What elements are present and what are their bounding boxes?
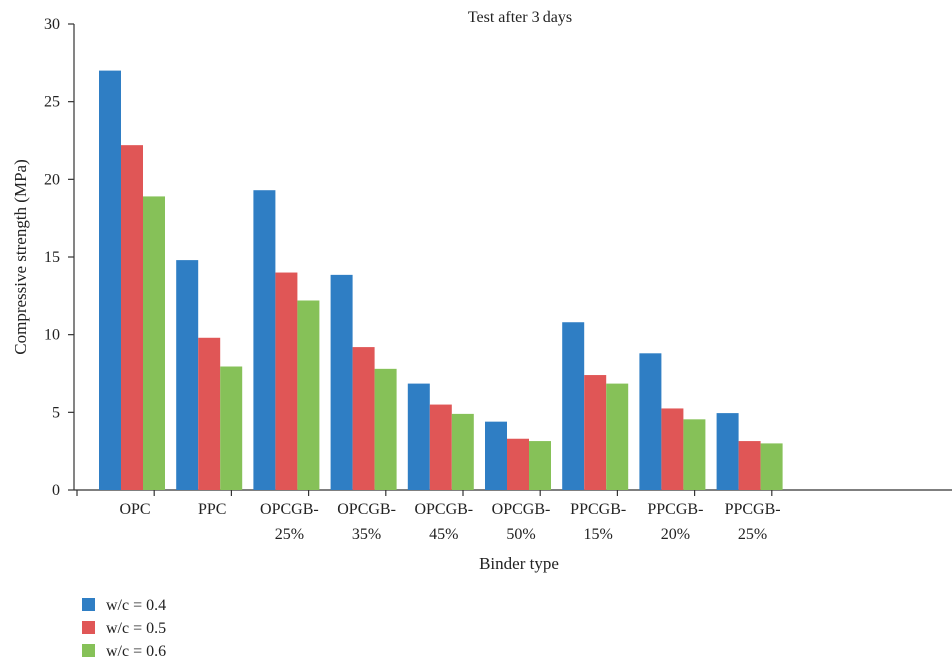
- x-tick-label: 20%: [661, 526, 690, 543]
- bars: [99, 70, 783, 491]
- x-tick-label: 15%: [584, 526, 613, 543]
- x-tick-label: OPCGB-: [260, 501, 319, 518]
- y-tick-label: 15: [44, 249, 60, 266]
- x-axis: [74, 489, 952, 496]
- bar-1-8: [639, 353, 662, 490]
- x-tick-label: PPCGB-: [647, 501, 703, 518]
- bar-1-5: [407, 383, 430, 490]
- x-tick-labels: OPC PPC OPCGB- 25% OPCGB- 35% OPCGB- 45% OPCGB- 5…: [119, 501, 780, 543]
- bar-1-7: [562, 322, 585, 490]
- bar-2-7: [584, 375, 607, 490]
- bar-1-3: [253, 190, 276, 490]
- y-axis: 0 5 10 15 20 25 30: [44, 16, 75, 499]
- y-tick-label: 10: [44, 327, 60, 344]
- x-axis-title: Binder type: [479, 554, 559, 573]
- legend-label-1: w/c = 0.4: [106, 597, 166, 614]
- bar-2-3: [275, 272, 298, 490]
- bar-1-2: [176, 260, 199, 490]
- x-tick-label: 50%: [506, 526, 535, 543]
- x-tick-label: 25%: [738, 526, 767, 543]
- bar-3-3: [297, 300, 320, 490]
- bar-3-7: [606, 383, 629, 490]
- bar-2-9: [738, 441, 761, 490]
- x-tick-label: PPCGB-: [570, 501, 626, 518]
- legend: w/c = 0.4 w/c = 0.5 w/c = 0.6: [82, 597, 166, 660]
- x-tick-label: OPC: [119, 501, 150, 518]
- x-tick-label: OPCGB-: [414, 501, 473, 518]
- chart-title: Test after 3 days: [468, 9, 572, 26]
- bar-2-8: [661, 408, 684, 490]
- bar-3-6: [529, 441, 551, 490]
- bar-2-5: [429, 404, 452, 490]
- bar-1-4: [330, 274, 353, 490]
- legend-swatch-2: [82, 621, 95, 634]
- bar-3-4: [374, 368, 397, 490]
- y-axis-title: Compressive strength (MPa): [11, 159, 30, 354]
- legend-swatch-3: [82, 644, 95, 657]
- x-tick-label: 25%: [275, 526, 304, 543]
- bar-2-4: [352, 347, 375, 490]
- legend-label-2: w/c = 0.5: [106, 620, 166, 637]
- x-tick-label: OPCGB-: [492, 501, 551, 518]
- x-tick-label: PPCGB-: [725, 501, 781, 518]
- y-tick-label: 5: [52, 404, 60, 421]
- bar-2-1: [121, 145, 143, 490]
- x-tick-label: 45%: [429, 526, 458, 543]
- bar-3-8: [683, 419, 706, 490]
- bar-1-6: [485, 421, 507, 490]
- legend-label-3: w/c = 0.6: [106, 643, 166, 660]
- bar-1-9: [716, 413, 739, 490]
- bar-3-5: [451, 413, 474, 490]
- y-tick-label: 30: [44, 16, 60, 33]
- x-tick-label: OPCGB-: [337, 501, 396, 518]
- bar-3-1: [143, 196, 165, 491]
- legend-swatch-1: [82, 598, 95, 611]
- bar-2-6: [507, 438, 529, 490]
- bar-2-2: [198, 337, 221, 490]
- y-tick-label: 25: [44, 94, 60, 111]
- y-tick-label: 20: [44, 171, 60, 188]
- x-tick-label: PPC: [198, 501, 226, 518]
- y-tick-label: 0: [52, 482, 60, 499]
- bar-1-1: [99, 70, 121, 490]
- bar-3-9: [760, 443, 783, 490]
- bar-3-2: [220, 366, 243, 490]
- x-tick-label: 35%: [352, 526, 381, 543]
